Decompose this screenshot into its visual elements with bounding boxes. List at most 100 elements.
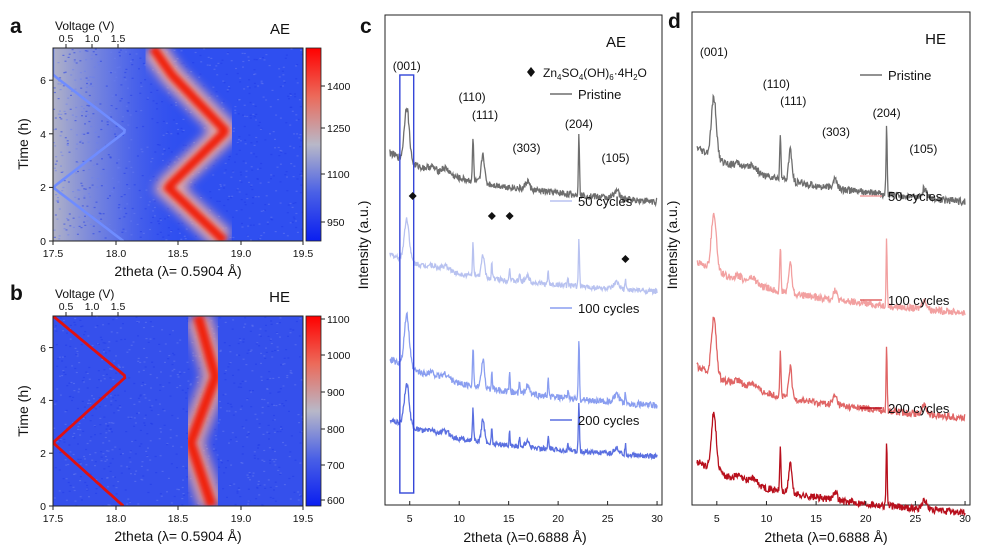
noise-speck [86,205,89,207]
noise-speck [66,332,68,334]
noise-speck [155,472,158,474]
noise-speck [85,464,88,466]
noise-speck [133,184,136,186]
noise-speck [147,341,150,343]
noise-speck [77,391,80,393]
noise-speck [59,77,62,79]
noise-speck [63,228,66,230]
noise-speck [59,116,62,119]
noise-speck [115,372,118,374]
noise-speck [103,378,106,380]
noise-speck [273,414,275,417]
noise-speck [93,206,96,209]
noise-speck [185,411,188,413]
noise-speck [89,440,92,442]
noise-speck [101,359,104,361]
noise-speck [264,316,267,318]
noise-speck [98,212,101,214]
noise-speck [92,164,95,166]
noise-speck [295,220,297,222]
noise-speck [214,435,217,437]
noise-speck [98,64,101,66]
noise-speck [248,134,251,136]
noise-speck [55,330,58,332]
noise-speck [173,354,176,356]
heatmap-a [53,48,303,241]
noise-speck [145,189,148,191]
noise-speck [172,119,175,121]
noise-speck [293,491,296,493]
noise-speck [133,382,136,385]
noise-speck [134,439,137,441]
noise-speck [296,64,299,66]
noise-speck [241,226,244,228]
noise-speck [226,496,228,498]
noise-speck [189,384,192,386]
noise-speck [86,487,89,489]
noise-speck [141,175,144,177]
noise-speck [53,328,56,330]
noise-speck [65,119,68,121]
noise-speck [237,142,240,145]
noise-speck [252,153,255,155]
noise-speck [259,484,262,486]
noise-speck [53,108,56,110]
noise-speck [275,405,278,407]
noise-speck [89,76,91,78]
noise-speck [61,360,64,362]
noise-speck [260,210,263,212]
impurity-formula: Zn4SO4(OH)6·4H2O [543,66,647,82]
noise-speck [144,64,147,66]
noise-speck [158,144,161,146]
noise-speck [78,216,81,218]
noise-speck [279,472,282,474]
noise-speck [70,74,73,76]
noise-speck [235,354,238,356]
noise-speck [255,363,257,365]
noise-speck [56,365,59,367]
noise-speck [287,95,290,97]
noise-speck [269,377,272,380]
noise-speck [181,504,184,506]
noise-speck [170,231,173,233]
noise-speck [151,69,154,71]
noise-speck [149,459,152,461]
noise-speck [177,158,180,160]
noise-speck [250,152,253,154]
noise-speck [230,176,233,178]
noise-speck [256,168,259,170]
noise-speck [74,79,77,81]
noise-speck [117,207,120,209]
noise-speck [264,139,267,141]
impurity-markers-c [408,192,630,263]
noise-speck [299,431,302,433]
peak-label: (001) [700,45,728,59]
noise-speck [170,502,173,504]
noise-speck [62,54,65,56]
noise-speck [195,235,197,237]
noise-speck [182,62,185,64]
noise-speck [244,380,247,382]
noise-speck [270,320,273,322]
noise-speck [97,215,100,217]
noise-speck [185,66,188,68]
noise-speck [222,100,225,102]
noise-speck [282,441,284,444]
noise-speck [135,110,138,112]
noise-speck [59,135,62,137]
noise-speck [85,371,88,373]
noise-speck [289,370,292,372]
noise-speck [92,51,95,53]
noise-speck [89,196,92,198]
noise-speck [232,414,235,416]
noise-speck [263,470,266,472]
noise-speck [148,399,151,401]
noise-speck [180,50,183,52]
noise-speck [165,132,168,134]
noise-speck [58,469,61,471]
x-tick: 19.5 [293,248,314,260]
noise-speck [83,195,86,197]
noise-speck [228,195,231,197]
noise-speck [68,53,71,55]
noise-speck [264,357,267,359]
